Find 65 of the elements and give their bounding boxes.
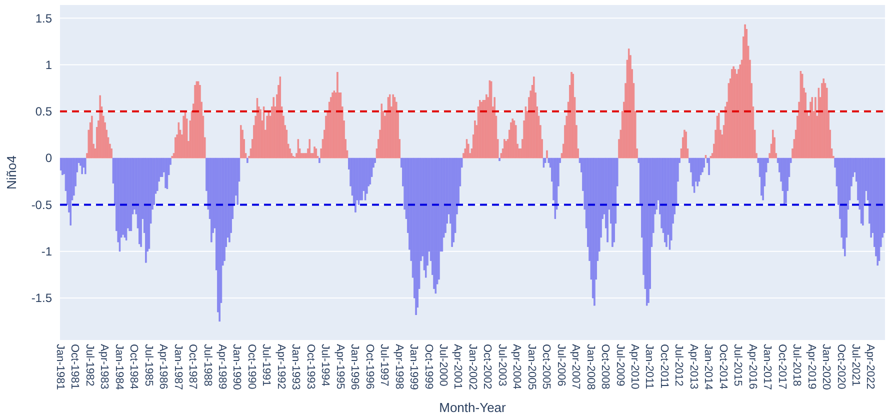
x-tick-label: Apr-2019 [805,344,818,390]
x-tick-label: Jul-2000 [437,344,450,386]
x-tick-label: Apr-2016 [746,344,758,390]
x-tick-label: Jul-1982 [83,344,96,386]
x-tick-label: Apr-1995 [334,344,346,390]
x-tick-label: Oct-1984 [128,344,140,390]
x-tick-label: Oct-1990 [245,344,258,390]
x-tick-label: Jan-1990 [230,344,243,390]
x-tick-label: Jul-1994 [319,344,332,386]
x-tick-label: Jan-1981 [54,344,66,390]
x-tick-label: Jan-2017 [761,344,774,390]
x-tick-label: Jan-1993 [290,344,302,390]
y-tick-label: 1 [45,58,52,72]
x-tick-label: Oct-1993 [304,344,316,390]
x-tick-label: Oct-2017 [776,344,788,390]
x-tick-label: Oct-2014 [716,344,729,390]
x-tick-label: Apr-2007 [570,344,582,390]
y-tick-label: 0 [45,151,52,166]
x-tick-label: Jul-1997 [378,344,390,386]
y-tick-label: 1.5 [35,11,52,26]
x-tick-label: Jan-1984 [112,344,125,390]
x-tick-label: Apr-2001 [452,344,464,390]
x-tick-label: Apr-2022 [864,344,876,390]
x-tick-label: Jan-2011 [643,344,656,390]
x-tick-label: Apr-1983 [98,344,110,390]
x-tick-label: Jul-2003 [496,344,508,386]
x-tick-label: Apr-1998 [392,344,405,390]
x-tick-label: Oct-1999 [422,344,434,390]
x-tick-label: Jan-2002 [466,344,478,390]
x-tick-label: Apr-2013 [687,344,700,390]
x-tick-label: Jul-2021 [850,344,862,386]
x-tick-label: Jan-2008 [584,344,596,390]
x-tick-label: Oct-2008 [599,344,612,390]
x-tick-label: Jan-2020 [820,344,832,390]
x-tick-label: Jan-1996 [348,344,361,390]
x-tick-label: Oct-2005 [540,344,552,390]
x-tick-label: Jul-1991 [260,344,272,386]
x-tick-label: Jan-1999 [408,344,420,390]
x-tick-label: Jul-2012 [672,344,685,386]
x-tick-label: Oct-2002 [481,344,494,390]
x-tick-label: Apr-2010 [628,344,641,390]
x-tick-label: Jan-2014 [702,344,714,390]
y-tick-label: -1.5 [31,291,52,306]
y-tick-label: 0.5 [35,104,52,119]
x-tick-label: Jul-2018 [790,344,803,386]
y-tick-label: -1 [41,244,52,259]
x-tick-label: Oct-2020 [834,344,847,390]
y-tick-label: -0.5 [31,198,52,212]
x-tick-label: Oct-1987 [186,344,199,390]
x-tick-label: Jan-1987 [172,344,184,390]
x-tick-label: Jul-2009 [614,344,626,386]
x-tick-label: Jul-1985 [142,344,154,386]
y-axis-title: Niño4 [4,156,19,190]
x-tick-label: Apr-1992 [274,344,287,390]
x-tick-label: Jul-1988 [201,344,214,386]
x-axis-title: Month-Year [439,400,507,415]
x-tick-label: Oct-1981 [68,344,81,390]
x-tick-label: Jul-2015 [732,344,744,386]
x-tick-label: Oct-2011 [658,344,670,388]
x-tick-label: Jan-2005 [525,344,538,390]
x-tick-label: Apr-1989 [216,344,228,390]
x-tick-label: Apr-2004 [510,344,523,390]
x-tick-label: Oct-1996 [363,344,376,390]
x-tick-label: Apr-1986 [157,344,170,390]
x-tick-label: Jul-2006 [554,344,567,386]
